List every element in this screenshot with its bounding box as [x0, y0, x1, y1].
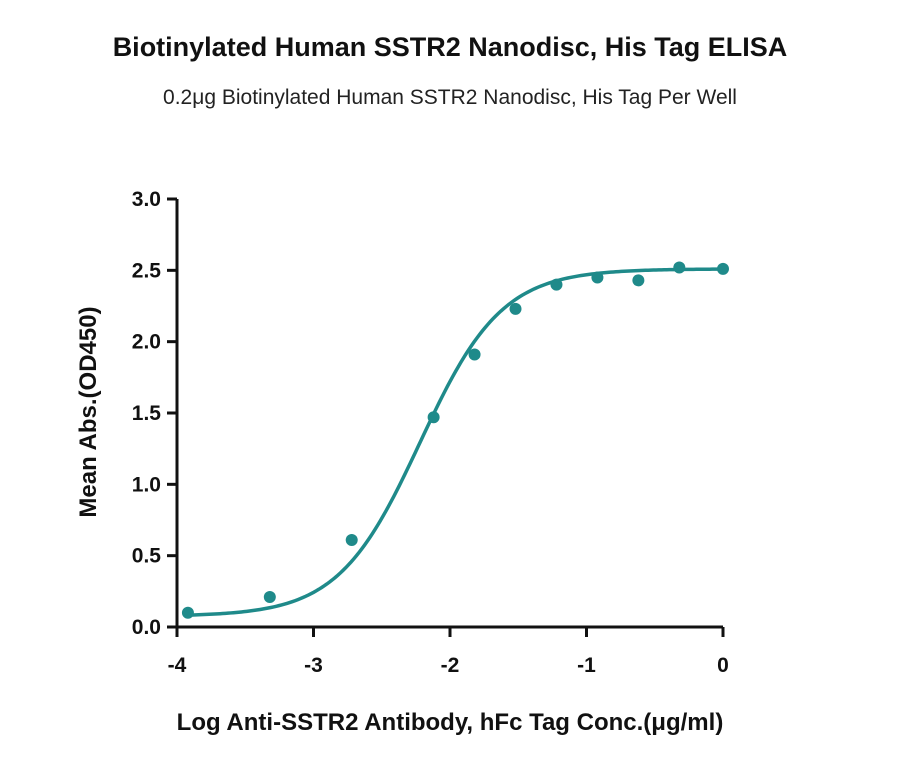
- data-points: [181, 261, 729, 619]
- data-point: [591, 271, 604, 284]
- data-point: [468, 348, 481, 361]
- data-point: [632, 274, 645, 287]
- x-tick-label: -1: [577, 654, 596, 677]
- data-point: [427, 411, 440, 424]
- chart-title: Biotinylated Human SSTR2 Nanodisc, His T…: [112, 32, 788, 62]
- fit-curve: [187, 267, 724, 617]
- x-tick-label: -3: [304, 654, 323, 677]
- data-point: [181, 606, 194, 619]
- y-tick-label: 0.0: [132, 616, 161, 639]
- x-tick-label: -4: [168, 654, 187, 677]
- data-point: [263, 591, 276, 604]
- axes: [175, 199, 723, 629]
- data-point: [345, 533, 358, 546]
- y-axis-title: Mean Abs.(OD450): [75, 306, 102, 517]
- data-point: [673, 261, 686, 274]
- y-tick-label: 2.5: [132, 259, 162, 282]
- y-tick-label: 1.5: [132, 402, 162, 425]
- x-tick-label: 0: [717, 654, 729, 677]
- x-tick-label: -2: [441, 654, 460, 677]
- y-tick-label: 2.0: [132, 331, 161, 354]
- chart-subtitle: 0.2μg Biotinylated Human SSTR2 Nanodisc,…: [163, 86, 737, 109]
- data-point: [717, 262, 729, 275]
- tick-group: 0.0 0.5 1.0 1.5 2.0 2.5 3.0 -4 -3 -2 -1 0: [132, 188, 729, 677]
- y-tick-label: 1.0: [132, 473, 161, 496]
- y-tick-label: 3.0: [132, 188, 161, 211]
- x-axis-title: Log Anti-SSTR2 Antibody, hFc Tag Conc.(μ…: [177, 709, 724, 736]
- data-point: [509, 302, 522, 315]
- y-tick-label: 0.5: [132, 545, 162, 568]
- data-point: [550, 278, 563, 291]
